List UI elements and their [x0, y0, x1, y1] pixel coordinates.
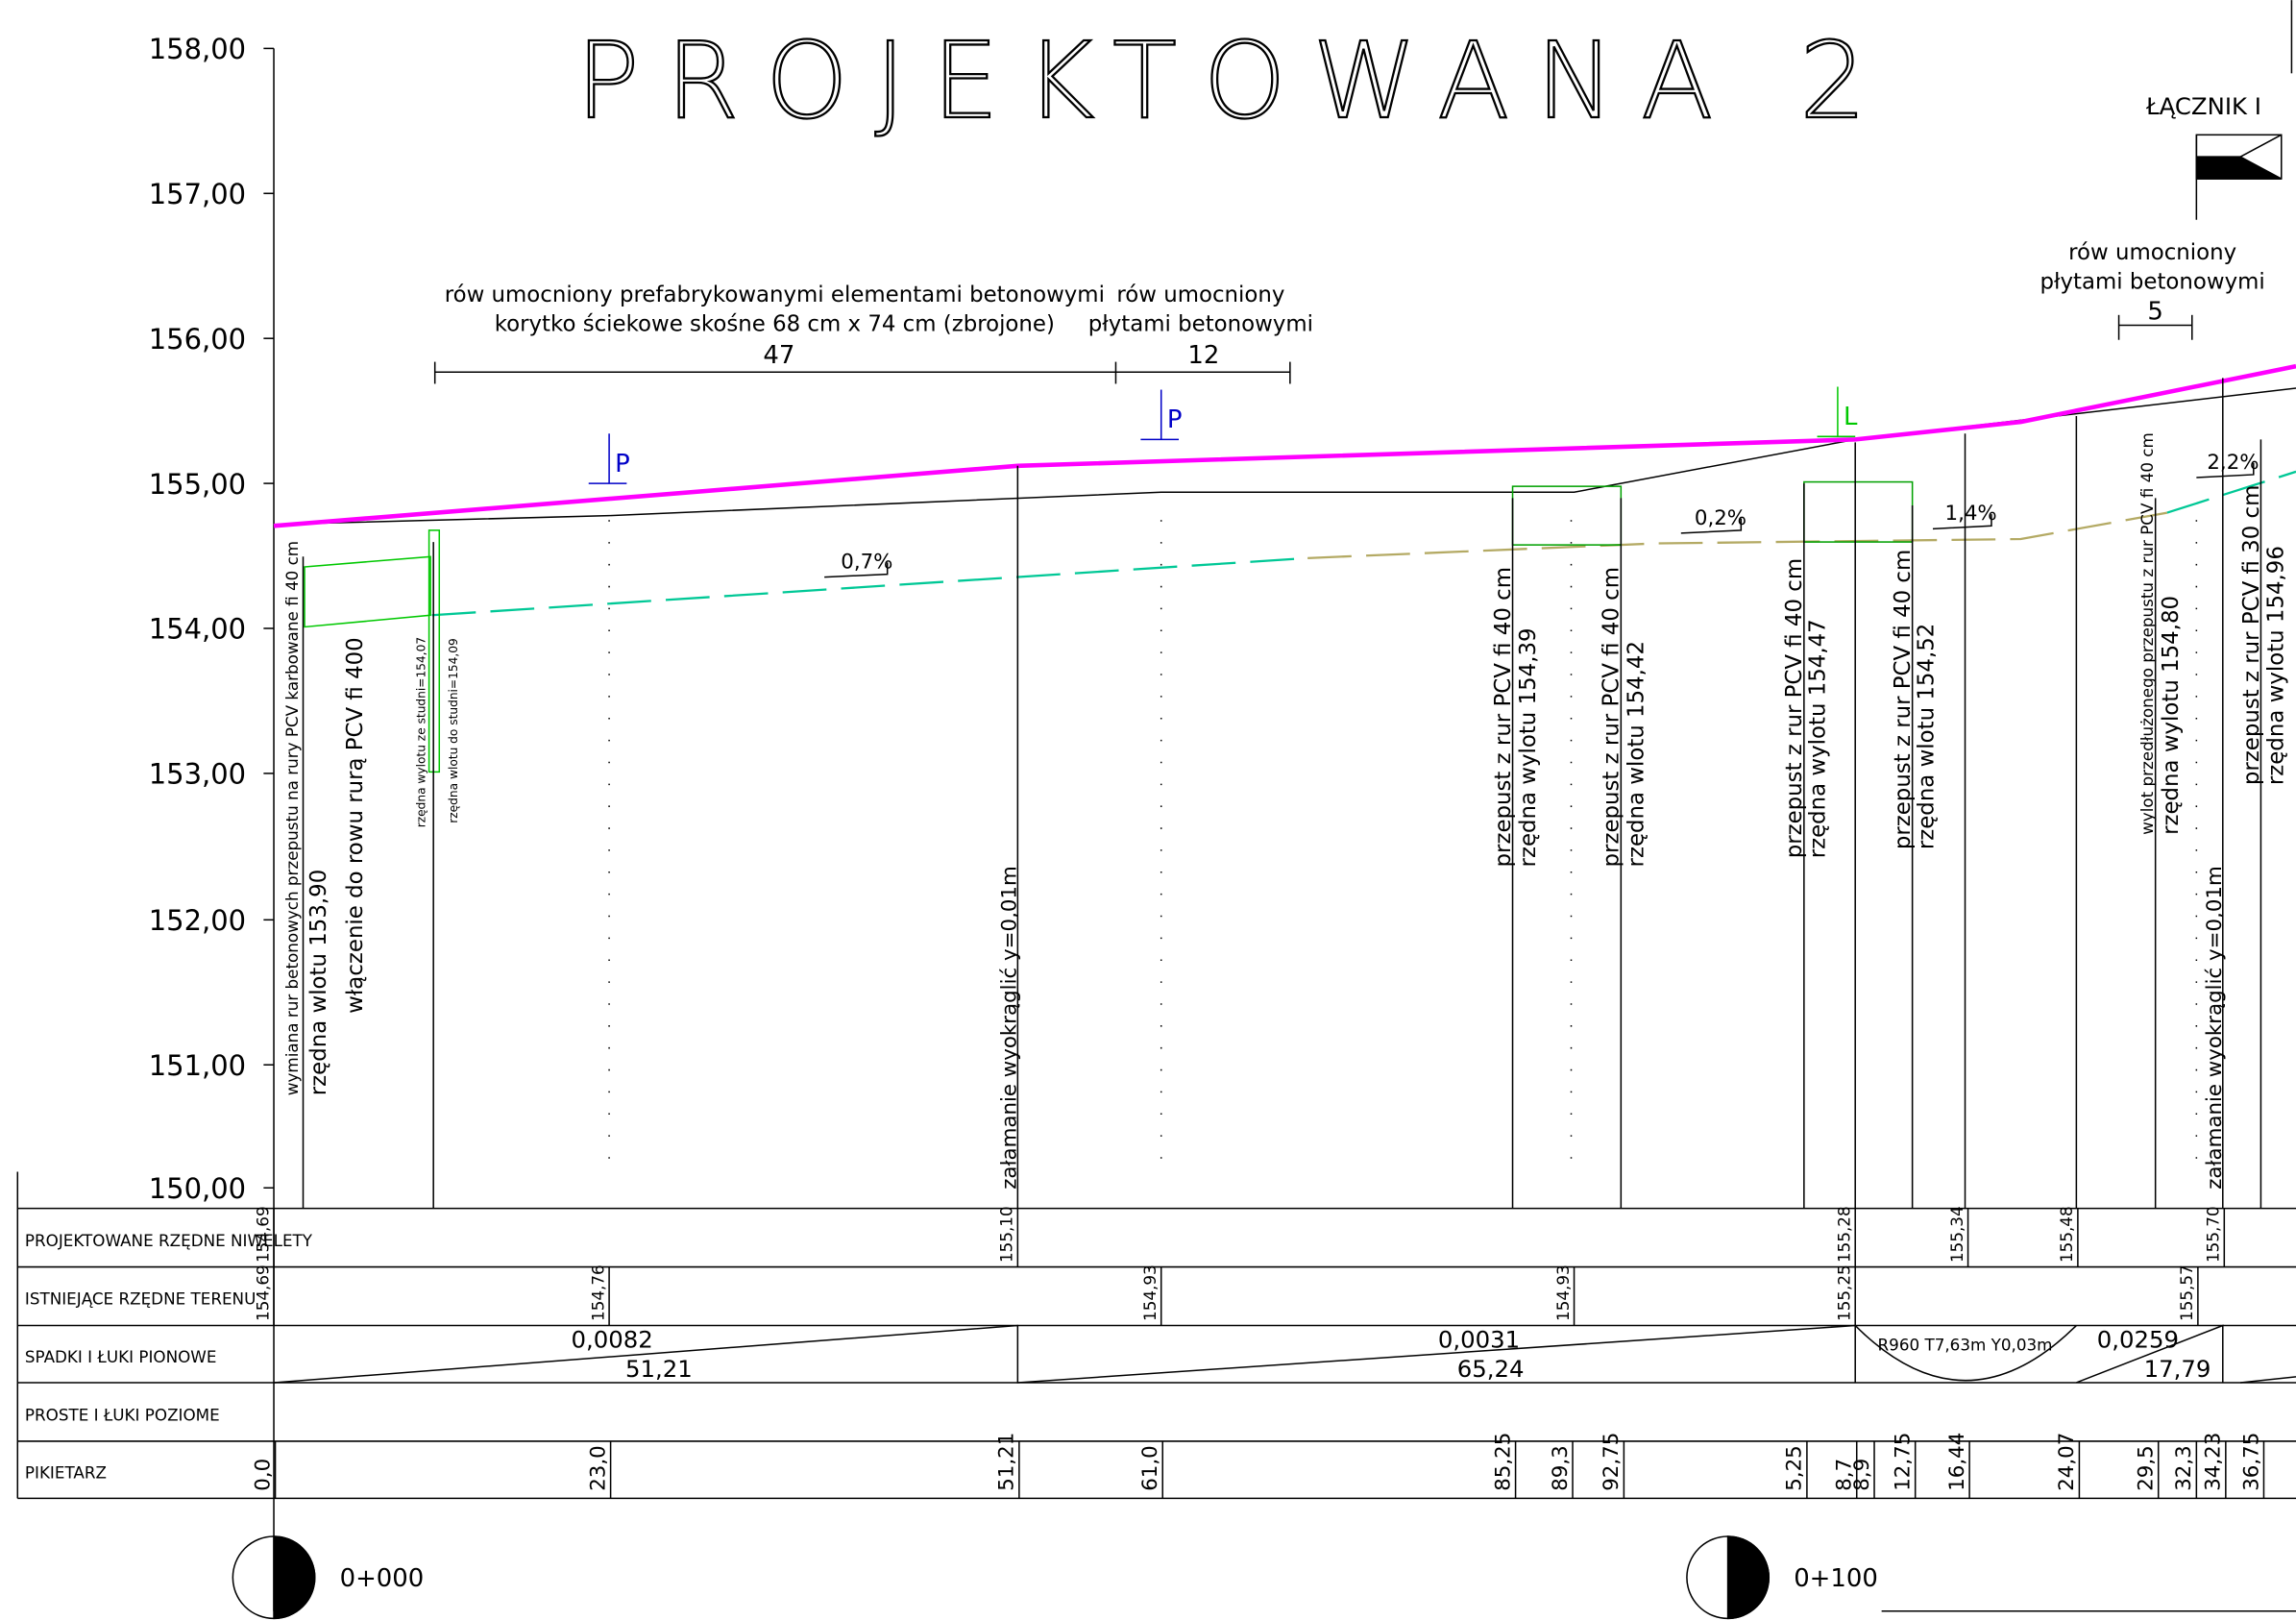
marker-letter: L: [1844, 403, 1858, 431]
callout-text: wymiana rur betonowych przepustu na rury…: [282, 541, 302, 1095]
grade-length: 51,21: [625, 1355, 693, 1383]
axis-label: 152,00: [149, 904, 246, 937]
axis-label: 158,00: [149, 33, 246, 65]
callout-text: załamanie wyokrąglić y=0,01m: [2203, 866, 2227, 1190]
connector-label: ŁĄCZNIK I: [2145, 92, 2261, 120]
station-symbol-half: [1728, 1536, 1770, 1618]
grade-value: 0,0031: [1438, 1325, 1520, 1353]
design-level: 155,28: [1835, 1206, 1854, 1263]
profile-drawing: PROJEKTOWANA 2 ŁĄCZNIK I 158,00 157,00 156…: [0, 0, 2296, 1620]
row-label: PIKIETARZ: [25, 1463, 107, 1483]
chainage: 34,23: [2202, 1433, 2226, 1491]
callout-text: rzędna wlotu do studni=154,09: [447, 638, 460, 823]
callout-text: przepust z rur PCV fi 40 cm: [1600, 567, 1624, 867]
chainage: 12,75: [1892, 1433, 1916, 1491]
chainage: 29,5: [2135, 1445, 2159, 1491]
row-label: SPADKI I ŁUKI PIONOWE: [25, 1347, 217, 1366]
axis-label: 153,00: [149, 758, 246, 791]
terrain-level: 154,76: [588, 1264, 607, 1321]
station-label: 0+000: [340, 1564, 425, 1593]
chainage: 51,21: [995, 1433, 1019, 1491]
chainage: 24,07: [2055, 1433, 2079, 1491]
terrain-level: 154,93: [1140, 1264, 1160, 1321]
terrain-level: 154,69: [253, 1264, 272, 1321]
slope-label: 0,2%: [1695, 506, 1746, 530]
callout-text: rzędna wlotu 154,52: [1914, 624, 1939, 849]
callout-text: wylot przedłużonego przepustu z rur PCV …: [2137, 432, 2157, 835]
row-label: PROSTE I ŁUKI POZIOME: [25, 1405, 220, 1424]
chainage: 92,75: [1600, 1433, 1624, 1491]
grade-length: 17,79: [2144, 1355, 2211, 1383]
callout-text: przepust z rur PCV fi 40 cm: [1782, 558, 1807, 858]
grade-value: 0,0082: [571, 1325, 652, 1353]
station-label: 0+100: [1794, 1564, 1878, 1593]
terrain-level: 155,25: [1835, 1264, 1854, 1321]
callout-text: rzędna wlotu 154,42: [1624, 641, 1649, 867]
slope-label: 0,7%: [841, 551, 892, 575]
grade-length: 65,24: [1457, 1355, 1525, 1383]
row-label: ISTNIEJĄCE RZĘDNE TERENU: [25, 1289, 256, 1309]
callout-text: przepust z rur PCV fi 40 cm: [1891, 550, 1916, 849]
callout-text: rzędna wylotu 154,80: [2159, 596, 2184, 835]
terrain-level: 154,93: [1553, 1264, 1573, 1321]
callout-text: włączenie do rowu rurą PCV fi 400: [343, 637, 368, 1014]
design-level: 155,70: [2204, 1206, 2223, 1263]
callout-text: przepust z rur PCV fi 30 cm: [2239, 485, 2264, 785]
vertical-curve: R960 T7,63m Y0,03m: [1878, 1335, 2053, 1354]
axis-label: 151,00: [149, 1049, 246, 1082]
flag-icon: [2196, 135, 2281, 219]
annotation-text: korytko ściekowe skośne 68 cm x 74 cm (z…: [495, 312, 1055, 337]
chainage: 85,25: [1491, 1433, 1515, 1491]
chainage: 16,44: [1945, 1433, 1969, 1491]
annotation-length: 5: [2147, 297, 2162, 326]
axis-label: 156,00: [149, 323, 246, 356]
chainage: 61,0: [1138, 1445, 1162, 1491]
annotation-text: płytami betonowymi: [2040, 269, 2265, 294]
marker-letter: P: [1167, 405, 1183, 434]
callout-text: rzędna wlotu 153,90: [306, 870, 331, 1095]
axis-label: 154,00: [149, 613, 246, 646]
callout-text: rzędna wylotu 154,96: [2264, 546, 2289, 785]
chainage: 8,9: [1850, 1459, 1874, 1491]
grade-value: 0,0259: [2097, 1325, 2179, 1353]
slope-label: 2,2%: [2207, 451, 2259, 475]
chainage: 89,3: [1549, 1445, 1573, 1491]
chainage: 36,75: [2239, 1433, 2263, 1491]
annotation-text: rów umocniony: [1116, 282, 1284, 307]
drawing-title: PROJEKTOWANA 2: [576, 19, 1893, 142]
chainage: 5,25: [1783, 1445, 1807, 1491]
annotation-length: 47: [763, 341, 794, 370]
axis-label: 155,00: [149, 468, 246, 501]
callout-text: rzędna wylotu ze studni=154,07: [414, 637, 427, 827]
chainage: 0,0: [251, 1459, 275, 1491]
callout-text: załamanie wyokrąglić y=0,01m: [998, 866, 1022, 1190]
axis-label: 150,00: [149, 1172, 246, 1205]
annotation-text: rów umocniony: [2068, 240, 2236, 265]
design-level: 154,69: [253, 1206, 272, 1263]
station-symbol-half: [274, 1536, 315, 1618]
design-level: 155,10: [997, 1206, 1016, 1263]
callout-text: rzędna wylotu 154,47: [1806, 619, 1831, 858]
chainage: 32,3: [2172, 1445, 2196, 1491]
terrain-level: 155,57: [2177, 1264, 2196, 1321]
design-level: 155,48: [2057, 1206, 2076, 1263]
annotation-length: 12: [1187, 341, 1219, 370]
callout-text: rzędna wylotu 154,39: [1516, 627, 1541, 867]
marker-letter: P: [615, 450, 630, 479]
annotation-text: rów umocniony prefabrykowanymi elementam…: [445, 282, 1105, 307]
annotation-text: płytami betonowymi: [1088, 312, 1313, 337]
slope-label: 1,4%: [1945, 502, 1997, 526]
chainage: 23,0: [586, 1445, 610, 1491]
callout-text: przepust z rur PCV fi 40 cm: [1491, 567, 1516, 867]
axis-label: 157,00: [149, 178, 246, 210]
design-level: 155,34: [1947, 1206, 1966, 1263]
